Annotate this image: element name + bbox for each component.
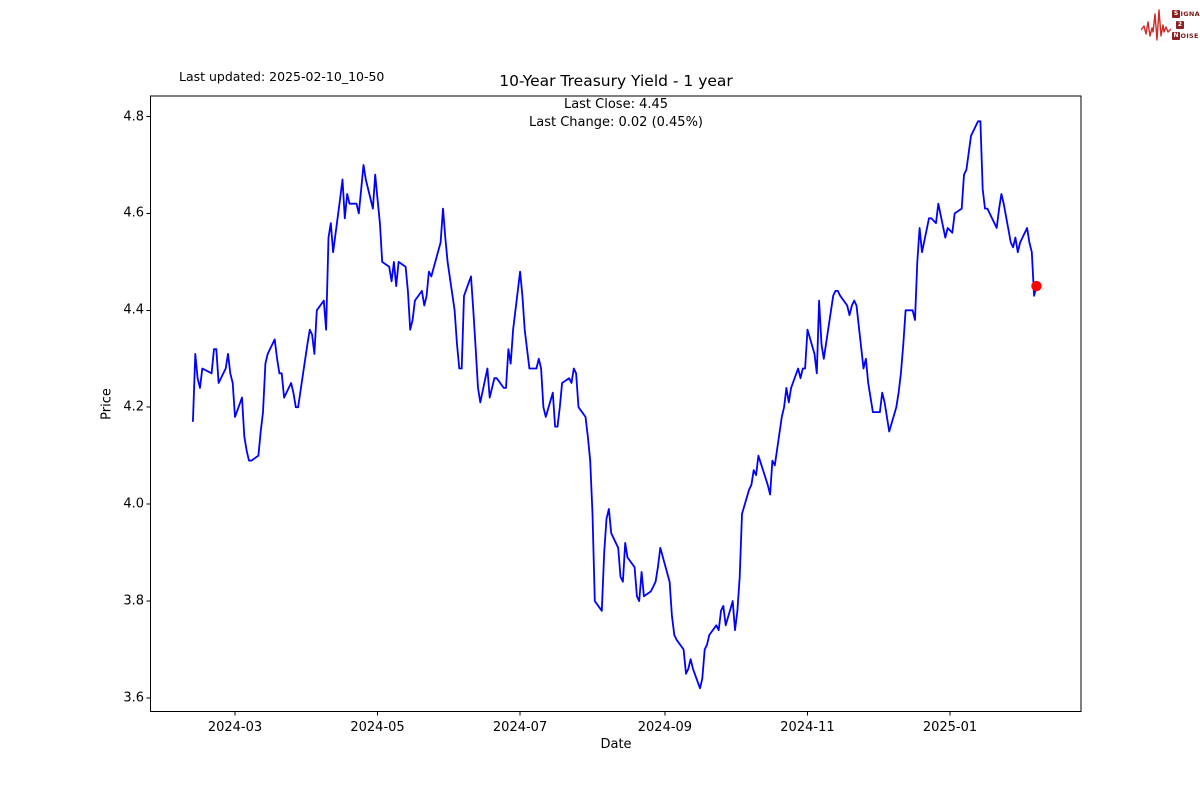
logo-letter-box: S <box>1172 10 1180 18</box>
logo-letter-box: 2 <box>1176 21 1184 29</box>
last-close-dot <box>1031 280 1042 292</box>
x-tick-label: 2024-07 <box>492 720 548 735</box>
y-tick-label: 3.6 <box>123 690 144 706</box>
x-tick-label: 2024-03 <box>207 720 263 735</box>
logo-row: N OISE <box>1172 32 1200 41</box>
y-tick-label: 4.6 <box>123 205 144 221</box>
y-tick-label: 4.2 <box>123 399 144 415</box>
x-tick-label: 2024-09 <box>637 720 693 735</box>
chart-title: 10-Year Treasury Yield - 1 year <box>499 72 733 90</box>
x-tick-label: 2025-01 <box>922 720 978 735</box>
y-tick-label: 4.8 <box>123 109 144 124</box>
waveform-icon <box>1141 9 1171 41</box>
x-tick-label: 2024-05 <box>350 720 405 735</box>
price-line <box>192 120 1038 690</box>
plot-border <box>150 95 1082 712</box>
y-tick-label: 4.0 <box>123 496 144 512</box>
y-tick-label: 4.4 <box>123 302 144 318</box>
last-change-text: Last Change: 0.02 (0.45%) <box>528 115 704 130</box>
last-updated-text: Last updated: 2025-02-10_10-50 <box>179 69 385 84</box>
logo-letter-rest: OISE <box>1180 31 1199 40</box>
logo-letter-box: N <box>1172 32 1180 40</box>
chart-subtitle: Last Close: 4.45 Last Change: 0.02 (0.45… <box>529 96 703 132</box>
logo-row: SIGNAL <box>1172 10 1200 19</box>
x-tick-label: 2024-11 <box>780 720 835 735</box>
last-close-text: Last Close: 4.45 <box>563 97 669 112</box>
y-tick-label: 3.8 <box>123 593 144 609</box>
logo-row: 2 <box>1176 21 1200 30</box>
logo-letter-rest: IGNAL <box>1180 9 1200 18</box>
x-axis-label: Date <box>600 737 632 752</box>
